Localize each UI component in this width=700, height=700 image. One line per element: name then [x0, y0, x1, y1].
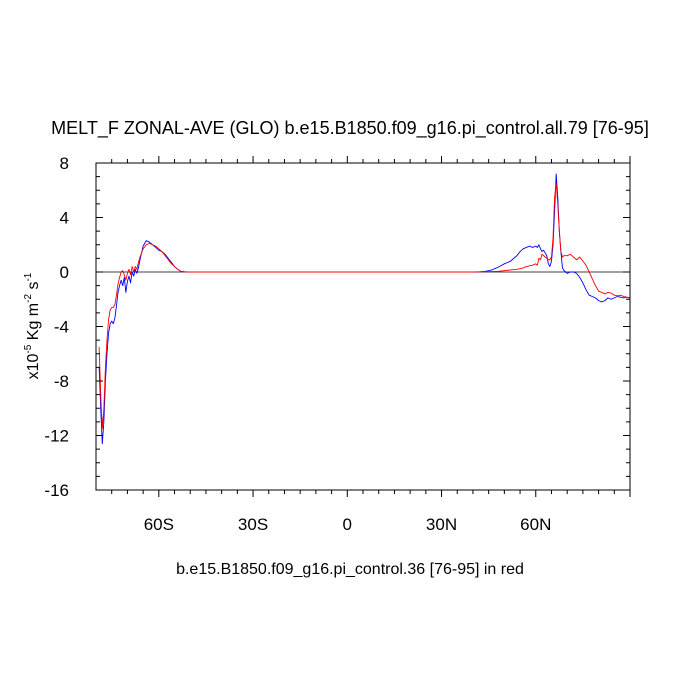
y-tick-label: 4 — [60, 209, 69, 228]
x-tick-label: 30N — [426, 515, 457, 534]
y-tick-label: -12 — [44, 427, 69, 446]
tick-label-layer: 8 4 0 -4 -8 -12 -16 60S 30S 0 30N 60N — [44, 154, 551, 534]
y-tick-label: -4 — [54, 318, 69, 337]
series-line-1 — [98, 182, 631, 430]
x-tick-label: 60N — [520, 515, 551, 534]
plot-frame — [95, 162, 631, 491]
x-axis-label: b.e15.B1850.f09_g16.pi_control.36 [76-95… — [176, 561, 524, 578]
tick-layer — [96, 156, 631, 497]
series-line-0 — [98, 173, 631, 445]
y-tick-label: -16 — [44, 481, 69, 500]
y-tick-label: 8 — [60, 154, 69, 173]
x-tick-label: 30S — [238, 515, 268, 534]
y-axis-label: x10-5 Kg m-2 s-1 — [23, 272, 42, 379]
y-tick-label: -8 — [54, 372, 69, 391]
y-tick-label: 0 — [60, 263, 69, 282]
x-tick-label: 60S — [144, 515, 174, 534]
series-layer — [98, 173, 631, 445]
chart-title: MELT_F ZONAL-AVE (GLO) b.e15.B1850.f09_g… — [51, 118, 649, 138]
x-tick-label: 0 — [343, 515, 352, 534]
